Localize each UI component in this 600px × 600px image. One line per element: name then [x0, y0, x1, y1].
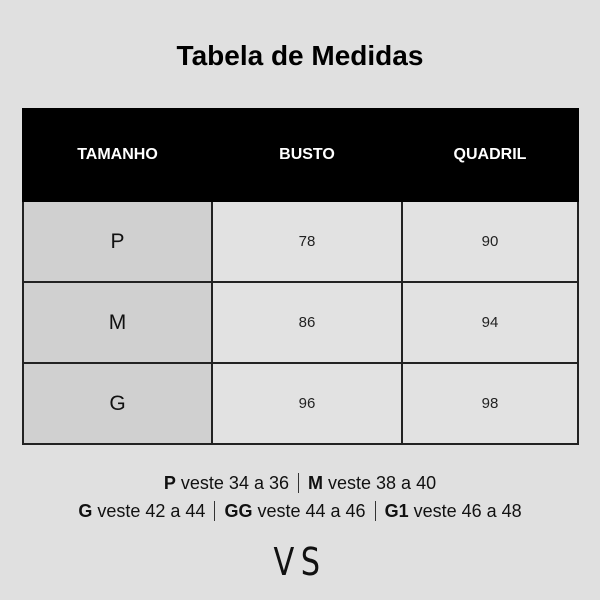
- quadril-cell: 90: [401, 200, 579, 283]
- size-notes: P veste 34 a 36 M veste 38 a 40 G veste 4…: [0, 469, 600, 525]
- table-row: M 86 94: [22, 281, 579, 364]
- size-cell: P: [22, 200, 213, 283]
- header-tamanho: TAMANHO: [22, 108, 213, 202]
- note-g1: G1 veste 46 a 48: [384, 501, 522, 521]
- notes-line-2: G veste 42 a 44 GG veste 44 a 46 G1 veste …: [0, 497, 600, 525]
- separator: [374, 501, 376, 521]
- header-busto: BUSTO: [211, 108, 403, 202]
- note-p: P veste 34 a 36: [163, 473, 289, 493]
- page-title: Tabela de Medidas: [176, 40, 424, 71]
- table-header-row: TAMANHO BUSTO QUADRIL: [22, 108, 579, 202]
- table-row: G 96 98: [22, 362, 579, 445]
- note-g: G veste 42 a 44: [78, 501, 206, 521]
- separator: [214, 501, 216, 521]
- size-table: TAMANHO BUSTO QUADRIL P 78 90 M 86 94 G …: [22, 108, 579, 445]
- size-cell: M: [22, 281, 213, 364]
- note-gg: GG veste 44 a 46: [224, 501, 366, 521]
- separator: [298, 473, 299, 493]
- size-cell: G: [22, 362, 213, 445]
- brand-logo: VS: [273, 540, 327, 584]
- note-m: M veste 38 a 40: [308, 473, 437, 493]
- header-quadril: QUADRIL: [401, 108, 579, 202]
- busto-cell: 96: [211, 362, 403, 445]
- busto-cell: 86: [211, 281, 403, 364]
- quadril-cell: 94: [401, 281, 579, 364]
- notes-line-1: P veste 34 a 36 M veste 38 a 40: [0, 469, 600, 497]
- busto-cell: 78: [211, 200, 403, 283]
- table-row: P 78 90: [22, 200, 579, 283]
- quadril-cell: 98: [401, 362, 579, 445]
